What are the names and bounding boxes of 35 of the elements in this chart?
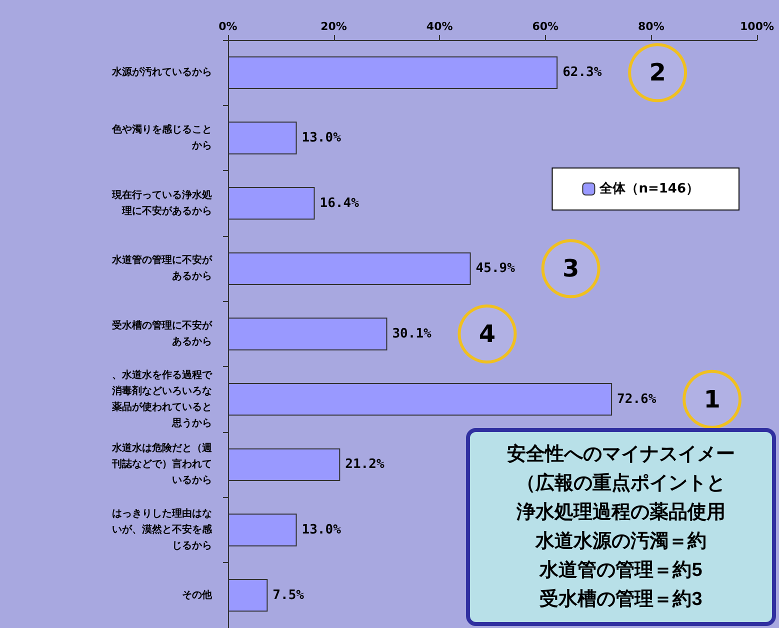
y-tick-label: 現在行っている浄水処理に不安があるから [111,188,212,217]
y-tick-label: 受水槽の管理に不安があるから [111,320,213,348]
legend-label: 全体（n=146） [598,182,700,196]
x-tick-label: 40% [426,20,453,33]
y-tick-label: 水道管の管理に不安があるから [111,254,213,282]
data-label: 21.2% [345,457,384,472]
data-label: 7.5% [272,588,304,603]
y-tick-label: 、水道水を作る過程で消毒剤などいろいろな薬品が使われていると思うから [111,368,213,429]
annotation: 2 [649,58,666,87]
y-tick-label: 水道水は危険だと（週刊誌などで）言われているから [111,442,213,486]
annotation: （広報の重点ポイントと [516,472,726,496]
data-label: 72.6% [617,392,656,407]
annotation: 浄水処理過程の薬品使用 [515,500,726,525]
annotation: 受水槽の管理＝約3 [538,588,704,612]
x-tick-label: 20% [320,20,347,33]
annotation: 安全性へのマイナスイメー [506,442,736,467]
x-tick-label: 100% [740,20,774,33]
y-tick-label: 色や濁りを感じることから [111,124,212,152]
y-tick-label: その他 [182,588,213,601]
data-label: 16.4% [320,196,360,211]
x-tick-label: 80% [638,20,664,33]
data-label: 45.9% [476,261,516,276]
y-tick-label: 水源が汚れているから [111,66,212,78]
x-tick-label: 60% [532,20,559,33]
annotation: 水道水源の汚濁＝約 [534,530,708,554]
y-tick-label: はっきりした理由はないが、漠然と不安を感じるから [112,508,213,552]
annotation: 3 [562,254,580,283]
data-label: 13.0% [302,130,342,146]
annotation: 1 [704,385,720,414]
data-label: 62.3% [562,65,602,80]
data-label: 13.0% [302,522,342,538]
x-tick-label: 0% [218,20,238,33]
data-label: 30.1% [392,326,432,342]
annotation: 水道管の管理＝約5 [538,559,704,583]
annotation: 4 [478,320,496,348]
